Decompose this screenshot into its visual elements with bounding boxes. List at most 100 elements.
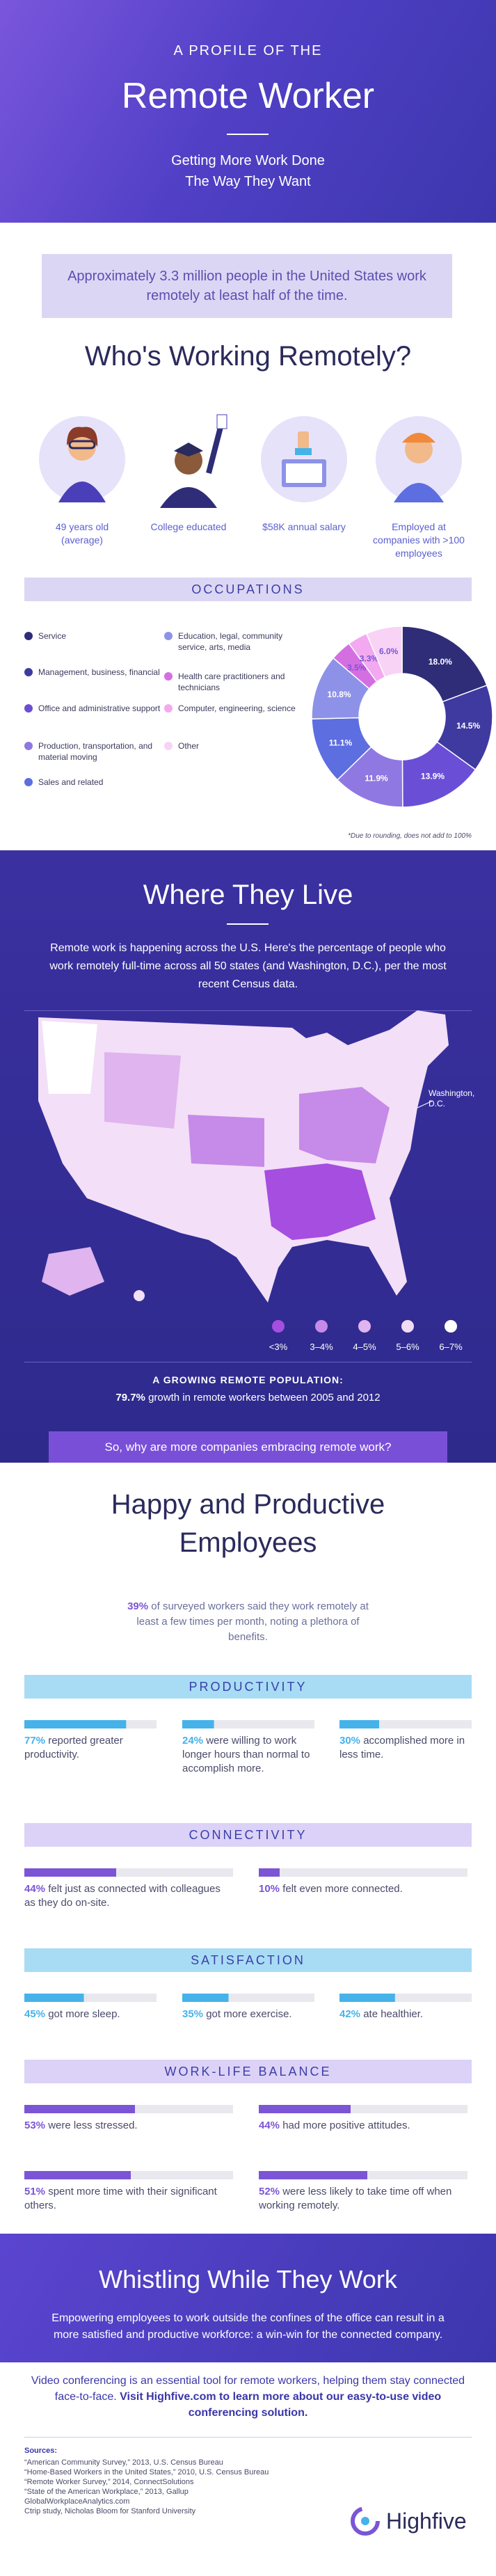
stat-value: 35% xyxy=(182,2008,204,2020)
legend-item: Computer, engineering, science xyxy=(178,703,296,713)
lead-value: 39% xyxy=(127,1600,149,1612)
legend-label: Office and administrative support xyxy=(38,703,161,713)
stat-bar xyxy=(24,1994,157,2002)
legend-label: 5–6% xyxy=(396,1342,419,1352)
stat-label: felt even more connected. xyxy=(280,1883,403,1895)
stat-bar xyxy=(259,2105,467,2113)
source: “Remote Worker Survey,” 2014, ConnectSol… xyxy=(24,2478,194,2486)
body-text: Empowering employees to work outside the… xyxy=(51,2312,445,2341)
stat-bar xyxy=(24,1868,233,1877)
legend-swatch xyxy=(315,1320,328,1333)
bar xyxy=(259,1868,280,1877)
legend-label: Education, legal, community service, art… xyxy=(178,631,283,652)
source: “American Community Survey,” 2013, U.S. … xyxy=(24,2458,223,2467)
subtitle: Getting More Work Done xyxy=(171,153,325,168)
legend-label: Production, transportation, and material… xyxy=(38,741,153,762)
slice-label: 3.5% xyxy=(347,663,367,673)
map-legend: <3% 3–4% 4–5% 5–6% 6–7% xyxy=(269,1320,463,1352)
stat-label: spent more time with their significant o… xyxy=(24,2186,217,2211)
icon xyxy=(261,416,347,502)
stat-label: ate healthier. xyxy=(360,2008,424,2020)
stat-bar xyxy=(259,1868,467,1877)
section-band: CONNECTIVITY xyxy=(24,1823,472,1847)
section-band: PRODUCTIVITY xyxy=(24,1675,472,1699)
map-alaska xyxy=(42,1247,104,1296)
stat-label: were willing to work longer hours than n… xyxy=(182,1735,310,1774)
bar xyxy=(182,1994,229,2002)
donut-slice xyxy=(365,626,403,678)
profile-icons xyxy=(39,414,462,508)
bar xyxy=(24,1868,116,1877)
section-title: Where They Live xyxy=(143,880,353,910)
legend-label: Sales and related xyxy=(38,777,104,787)
stat-bar xyxy=(182,1720,314,1728)
bar xyxy=(259,2171,367,2179)
bar xyxy=(339,1994,395,2002)
stat-text: 24% were willing to work longer hours th… xyxy=(182,1734,314,1776)
divider xyxy=(24,1010,472,1011)
stat-bar xyxy=(259,2171,467,2179)
stat-value: 10% xyxy=(259,1883,280,1895)
cta-link[interactable]: Visit Highfive.com to learn more about o… xyxy=(120,2391,442,2419)
bar xyxy=(339,1720,379,1728)
profile-label: College educated xyxy=(150,521,227,532)
bar xyxy=(182,1720,214,1728)
stat-label: reported greater productivity. xyxy=(24,1735,123,1760)
section-band: SATISFACTION xyxy=(24,1948,472,1972)
legend-swatch xyxy=(24,742,33,750)
stat-bar xyxy=(24,2105,233,2113)
slice-label: 11.9% xyxy=(365,774,388,784)
stat-bar xyxy=(339,1994,472,2002)
stat-bar xyxy=(339,1720,472,1728)
legend-item: Education, legal, community service, art… xyxy=(178,631,283,652)
stat-text: 35% got more exercise. xyxy=(182,2007,314,2021)
stat-label: had more positive attitudes. xyxy=(280,2120,410,2131)
stat-text: 44% had more positive attitudes. xyxy=(259,2119,467,2133)
legend-label: 4–5% xyxy=(353,1342,376,1352)
legend-swatch xyxy=(24,704,33,713)
profile-label: Employed at companies with >100 employee… xyxy=(373,521,465,559)
section-title: Whistling While They Work xyxy=(99,2265,397,2293)
legend-label: Computer, engineering, science xyxy=(178,703,296,713)
bar-track xyxy=(182,1720,314,1728)
stat-value: 44% xyxy=(24,1883,46,1895)
stat-bar xyxy=(24,2171,233,2179)
legend-swatch xyxy=(24,632,33,640)
stat-value: 53% xyxy=(24,2120,46,2131)
legend-swatch xyxy=(24,778,33,786)
stat-text: 77% reported greater productivity. xyxy=(24,1734,157,1762)
question: So, why are more companies embracing rem… xyxy=(49,1431,447,1463)
legend-item: Other xyxy=(178,741,199,751)
logo[interactable]: Highfive xyxy=(386,2509,467,2534)
section-band: OCCUPATIONS xyxy=(24,578,472,601)
stat-text: 53% were less stressed. xyxy=(24,2119,233,2133)
bar xyxy=(24,1994,84,2002)
stat-label: were less stressed. xyxy=(45,2120,138,2131)
source: “State of the American Workplace,” 2013,… xyxy=(24,2488,189,2496)
legend-item: Production, transportation, and material… xyxy=(38,741,153,762)
stat-label: accomplished more in less time. xyxy=(339,1735,465,1760)
lead-text: of surveyed workers said they work remot… xyxy=(136,1600,369,1643)
stat-value: 52% xyxy=(259,2186,280,2197)
body-text: Remote work is happening across the U.S.… xyxy=(49,942,447,990)
slice-label: 14.5% xyxy=(456,721,480,731)
stat-label: felt just as connected with colleagues a… xyxy=(24,1883,221,1909)
map-hawaii xyxy=(134,1290,145,1301)
bar xyxy=(24,1720,127,1728)
slice-label: 11.1% xyxy=(329,738,353,747)
legend-swatch xyxy=(164,672,173,681)
occupations-chart: 18.0% 14.5% 13.9% 11.9% 11.1% 10.8% 3.5%3.3%6.… xyxy=(24,626,493,808)
stat-text: 10% felt even more connected. xyxy=(259,1882,467,1896)
source: “Home-Based Workers in the United States… xyxy=(24,2468,269,2476)
pointer xyxy=(417,1100,433,1108)
map-region xyxy=(104,1052,181,1129)
section-band: WORK-LIFE BALANCE xyxy=(24,2060,472,2083)
header: A PROFILE OF THE Remote Worker Getting M… xyxy=(0,0,496,223)
slice-label: 3.3% xyxy=(360,654,379,664)
sources: “American Community Survey,” 2013, U.S. … xyxy=(24,2458,317,2516)
legend-swatch xyxy=(164,704,173,713)
icon xyxy=(160,414,227,508)
intro: Approximately 3.3 million people in the … xyxy=(42,254,452,318)
growth-value: 79.7% xyxy=(115,1392,145,1404)
